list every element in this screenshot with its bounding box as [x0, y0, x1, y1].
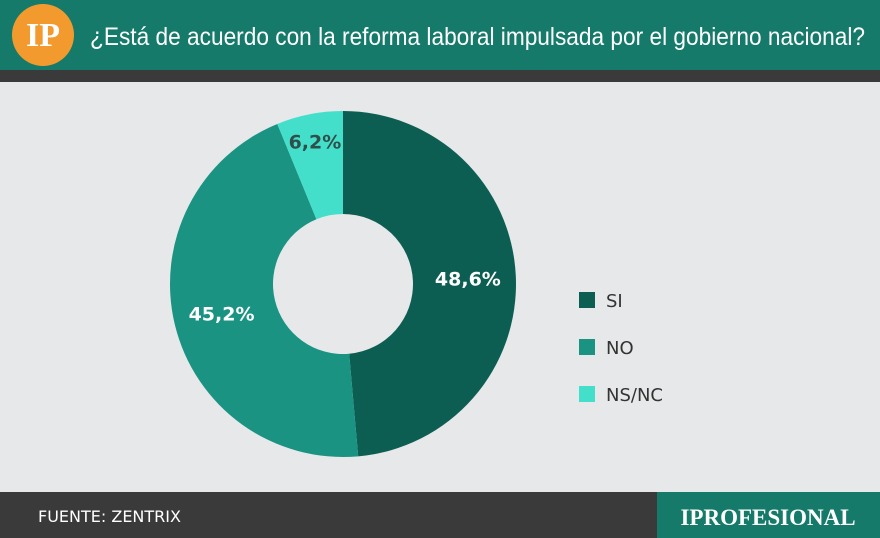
legend-swatch — [579, 386, 595, 402]
legend-label: NO — [606, 338, 634, 359]
legend-swatch — [579, 339, 595, 355]
logo-text: IP — [26, 17, 60, 54]
brand: IPROFESIONAL — [680, 505, 855, 530]
value-label: 48,6% — [435, 269, 501, 291]
legend-swatch — [579, 292, 595, 308]
header-band — [0, 0, 880, 70]
value-label: 6,2% — [289, 132, 342, 154]
donut-chart: 48,6% 45,2% 6,2% SI NO NS/NC — [170, 111, 663, 457]
donut-slice — [277, 111, 343, 220]
legend-label: SI — [606, 291, 623, 312]
source: FUENTE: ZENTRIX — [38, 507, 181, 526]
donut-slice — [170, 123, 359, 457]
chart-title: ¿Está de acuerdo con la reforma laboral … — [90, 23, 865, 51]
donut-slice — [343, 111, 516, 457]
header-strip — [0, 70, 880, 82]
logo-circle — [12, 4, 74, 66]
value-label: 45,2% — [189, 304, 255, 326]
brand-box — [657, 492, 880, 538]
legend-label: NS/NC — [606, 385, 663, 406]
